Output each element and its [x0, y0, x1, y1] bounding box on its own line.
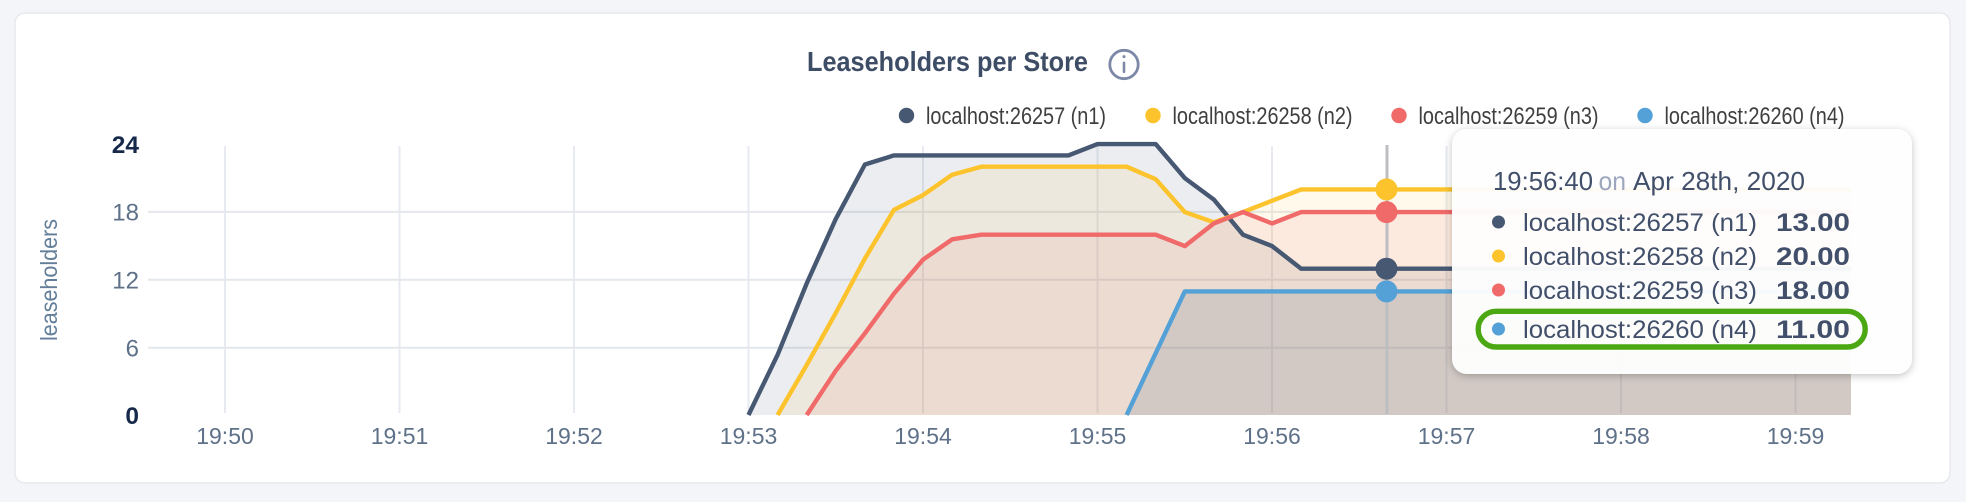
svg-text:Leaseholders per Store: Leaseholders per Store [807, 46, 1088, 77]
svg-text:localhost:26259 (n3): localhost:26259 (n3) [1419, 103, 1599, 130]
svg-text:19:53: 19:53 [720, 423, 778, 449]
svg-text:6: 6 [126, 336, 139, 363]
svg-text:24: 24 [112, 132, 140, 159]
svg-text:localhost:26257 (n1): localhost:26257 (n1) [926, 103, 1106, 130]
svg-text:19:56: 19:56 [1243, 423, 1301, 449]
svg-text:on: on [1599, 166, 1627, 196]
svg-text:13.00: 13.00 [1776, 209, 1850, 237]
svg-text:localhost:26259 (n3): localhost:26259 (n3) [1523, 277, 1757, 305]
svg-text:localhost:26260 (n4): localhost:26260 (n4) [1665, 103, 1845, 130]
svg-text:0: 0 [125, 403, 139, 430]
svg-text:19:59: 19:59 [1767, 423, 1825, 449]
svg-text:leaseholders: leaseholders [36, 219, 62, 341]
svg-text:19:52: 19:52 [545, 423, 603, 449]
svg-text:18.00: 18.00 [1776, 277, 1850, 305]
svg-text:19:56:40: 19:56:40 [1493, 166, 1593, 196]
svg-text:19:54: 19:54 [894, 423, 952, 449]
svg-text:19:50: 19:50 [196, 423, 254, 449]
svg-text:localhost:26260 (n4): localhost:26260 (n4) [1523, 316, 1757, 344]
svg-text:18: 18 [112, 200, 139, 227]
svg-text:19:57: 19:57 [1418, 423, 1476, 449]
svg-text:11.00: 11.00 [1776, 316, 1850, 344]
svg-text:19:51: 19:51 [371, 423, 429, 449]
svg-text:19:55: 19:55 [1069, 423, 1127, 449]
svg-text:19:58: 19:58 [1592, 423, 1650, 449]
svg-text:Apr 28th, 2020: Apr 28th, 2020 [1633, 166, 1805, 196]
svg-text:localhost:26258 (n2): localhost:26258 (n2) [1523, 243, 1757, 271]
svg-text:localhost:26258 (n2): localhost:26258 (n2) [1173, 103, 1353, 130]
svg-text:localhost:26257 (n1): localhost:26257 (n1) [1523, 209, 1757, 237]
svg-text:20.00: 20.00 [1776, 243, 1850, 271]
svg-text:12: 12 [112, 268, 139, 295]
